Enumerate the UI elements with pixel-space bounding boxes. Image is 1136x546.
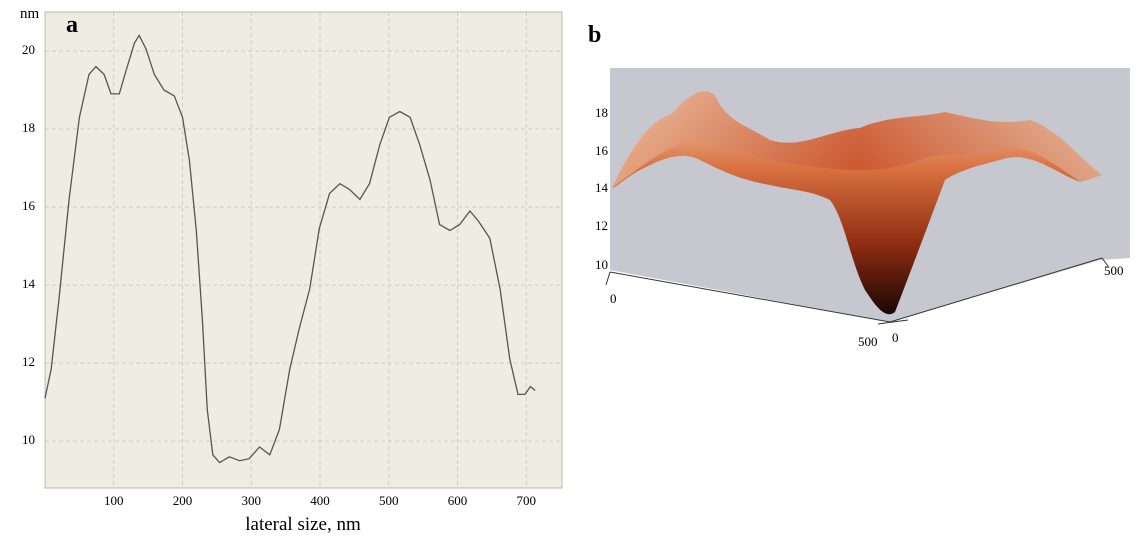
y-tick-label: 12 [22,354,35,369]
x-tick-label: 400 [310,493,330,508]
x-tick-label: 600 [448,493,468,508]
z-tick-label: 12 [595,218,608,233]
z-tick-label: 14 [595,180,609,195]
x-tick-label: 700 [517,493,537,508]
y-tick-label: 10 [22,432,35,447]
y-tick-label: 14 [22,276,36,291]
y-tick-label: 18 [22,120,35,135]
axis-tick [606,272,610,285]
panel-label: a [66,12,78,38]
panel-label: b [588,22,601,48]
y-tick-label: 16 [22,198,36,213]
y-unit-label: nm [20,6,40,22]
figure: a nm lateral size, nm 101214161820100200… [0,0,1136,541]
x-axis-label: lateral size, nm [245,514,361,535]
z-tick-label: 16 [595,143,609,158]
x-tick-label: 200 [173,493,193,508]
x-tick-label: 100 [104,493,124,508]
x-tick-label: 300 [242,493,262,508]
z-tick-label: 10 [595,257,608,272]
x-tick-label: 500 [379,493,399,508]
x-tick-label: 500 [858,334,878,349]
x-tick-label: 0 [610,291,617,306]
y-tick-label: 500 [1104,263,1124,278]
z-tick-label: 18 [595,105,608,120]
y-tick-label: 20 [22,42,35,57]
y-tick-label: 0 [892,330,899,345]
